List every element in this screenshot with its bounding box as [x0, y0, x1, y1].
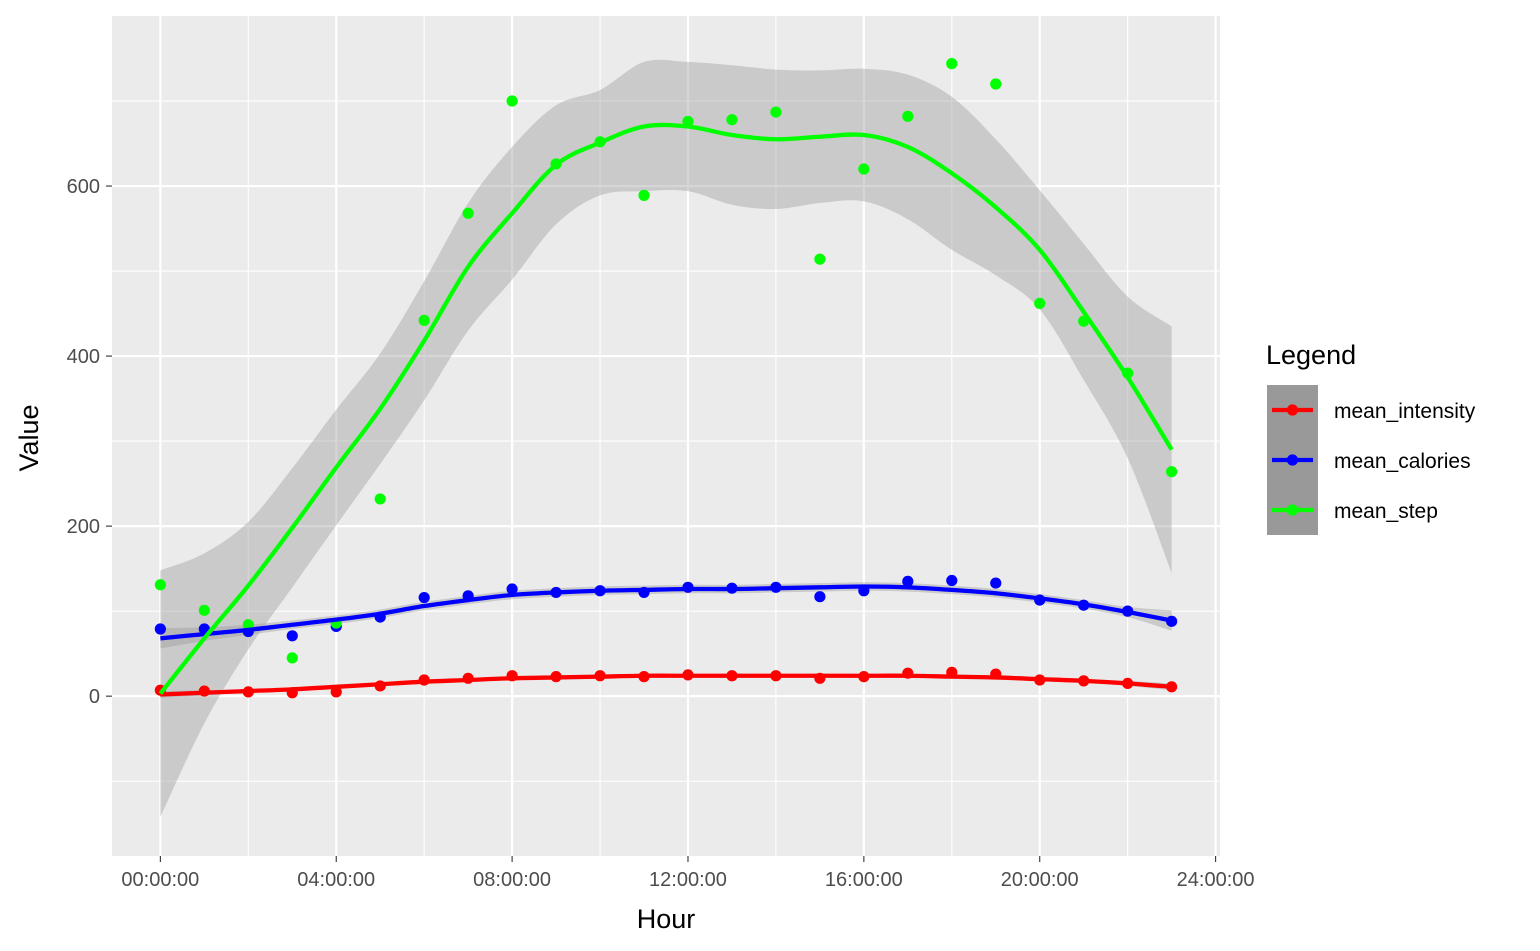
- x-tick-label: 08:00:00: [473, 869, 551, 891]
- legend-key-point: [1286, 454, 1299, 466]
- x-axis-title: Hour: [637, 904, 696, 934]
- point-mean_step: [1034, 297, 1046, 309]
- legend: Legend mean_intensity mean_calories mean_s…: [1266, 340, 1476, 535]
- point-mean_step: [154, 579, 166, 591]
- point-mean_step: [638, 189, 650, 201]
- x-tick-label: 24:00:00: [1177, 869, 1255, 891]
- legend-label-mean_calories: mean_calories: [1334, 450, 1471, 473]
- y-axis-title: Value: [14, 404, 44, 471]
- y-tick-label: 600: [67, 176, 100, 198]
- point-mean_step: [506, 95, 518, 107]
- point-mean_step: [902, 110, 914, 122]
- point-mean_calories: [990, 577, 1002, 589]
- point-mean_step: [770, 106, 782, 118]
- point-mean_step: [1166, 466, 1178, 478]
- point-mean_calories: [154, 623, 166, 635]
- legend-title: Legend: [1266, 340, 1356, 370]
- point-mean_step: [726, 114, 738, 126]
- x-tick-label: 04:00:00: [297, 869, 375, 891]
- point-mean_step: [374, 493, 386, 505]
- x-tick-label: 00:00:00: [121, 869, 199, 891]
- confidence-band-mean_step: [160, 59, 1172, 817]
- point-mean_step: [946, 58, 958, 70]
- y-tick-label: 200: [67, 516, 100, 538]
- point-mean_step: [462, 207, 474, 219]
- point-mean_step: [198, 604, 210, 616]
- point-mean_step: [286, 652, 298, 664]
- fit-line-mean_intensity: [160, 673, 1172, 697]
- y-axis: 0 200 400 600: [67, 176, 112, 708]
- point-mean_calories: [418, 591, 430, 604]
- point-mean_step: [990, 78, 1002, 90]
- legend-key-point: [1286, 404, 1299, 416]
- legend-label-mean_intensity: mean_intensity: [1334, 400, 1476, 423]
- y-tick-label: 400: [67, 346, 100, 368]
- fit-line-mean_calories: [160, 584, 1173, 641]
- legend-key-point: [1286, 504, 1299, 516]
- x-axis: 00:00:00 04:00:00 08:00:00 12:00:00 16:00:00…: [121, 856, 1255, 891]
- point-mean_step: [418, 314, 430, 326]
- x-tick-label: 16:00:00: [825, 869, 903, 891]
- point-mean_step: [858, 163, 870, 175]
- y-tick-label: 0: [89, 686, 100, 708]
- point-mean_calories: [902, 575, 914, 587]
- minor-grid: [112, 16, 1220, 856]
- legend-label-mean_step: mean_step: [1334, 500, 1438, 523]
- point-mean_calories: [506, 583, 518, 595]
- plot-panel: [112, 16, 1220, 856]
- x-tick-label: 12:00:00: [649, 869, 727, 891]
- x-tick-label: 20:00:00: [1001, 869, 1079, 891]
- major-grid: [112, 16, 1220, 856]
- point-mean_calories: [946, 574, 958, 587]
- fit-line-mean_step: [158, 122, 1174, 695]
- point-mean_step: [814, 253, 826, 265]
- fit-lines: [158, 122, 1174, 697]
- point-mean_calories: [814, 591, 826, 603]
- point-mean_calories: [286, 630, 298, 642]
